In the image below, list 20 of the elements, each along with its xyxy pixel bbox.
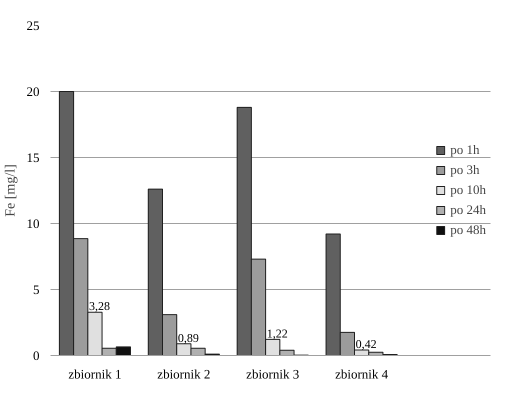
y-tick-label: 0	[33, 348, 40, 363]
legend-label: po 1h	[450, 142, 480, 158]
y-tick-label: 5	[33, 282, 40, 297]
data-label: 3,28	[88, 299, 110, 314]
y-tick-label: 25	[26, 18, 40, 33]
legend-label: po 24h	[450, 202, 486, 218]
x-tick-label: zbiornik 1	[68, 366, 122, 382]
data-label: 1,22	[266, 326, 288, 340]
legend-label: po 48h	[450, 222, 486, 238]
y-tick-label: 20	[26, 84, 40, 99]
x-tick-label: zbiornik 2	[157, 366, 210, 382]
data-label: 0,42	[356, 336, 377, 351]
y-axis-title: Fe [mg/l]	[4, 164, 18, 217]
y-tick-label: 10	[26, 216, 40, 231]
x-tick-label: zbiornik 3	[246, 366, 300, 382]
legend-label: po 10h	[450, 182, 486, 198]
legend-label: po 3h	[450, 162, 480, 178]
y-tick-label: 15	[26, 150, 40, 165]
x-tick-label: zbiornik 4	[335, 366, 389, 382]
data-label: 0,89	[178, 330, 199, 345]
